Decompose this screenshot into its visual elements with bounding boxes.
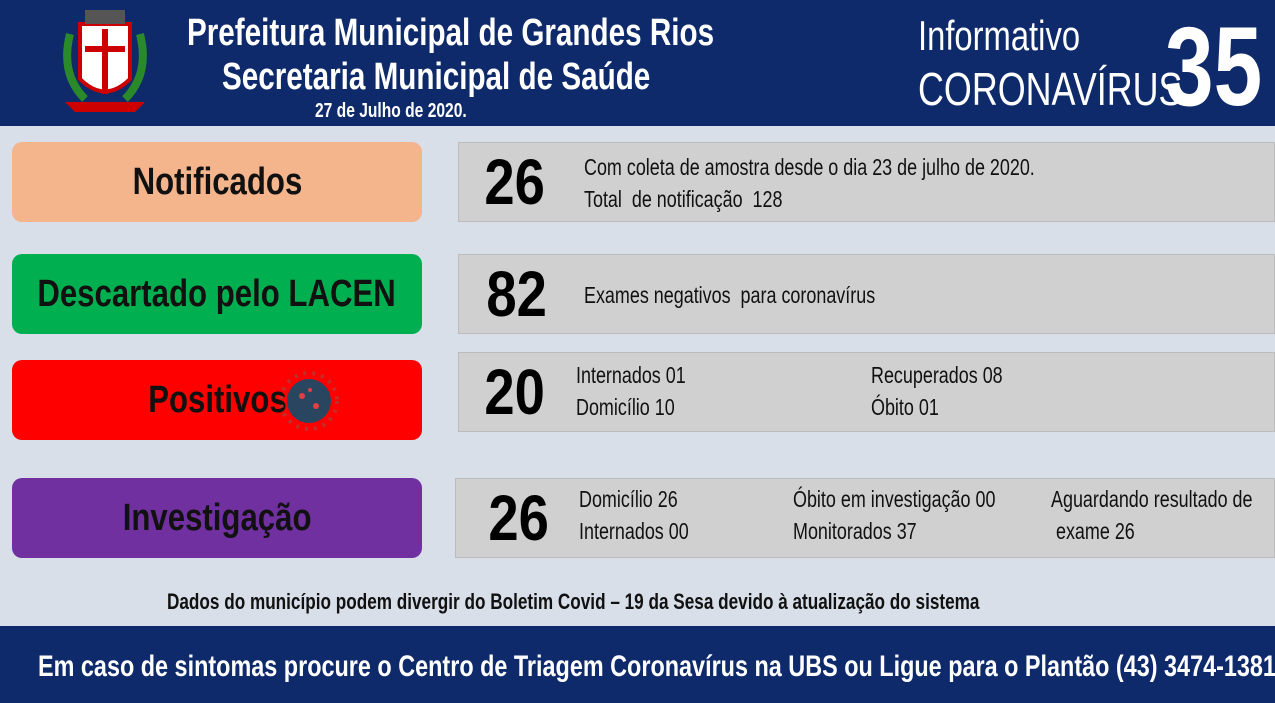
detail-column: Domicílio 26 Internados 00 bbox=[579, 483, 689, 547]
detail-box: 26 Com coleta de amostra desde o dia 23 d… bbox=[458, 142, 1275, 222]
detail-line: Monitorados 37 bbox=[793, 518, 917, 544]
category-label: Investigação bbox=[122, 496, 312, 539]
edition-number: 35 bbox=[1165, 4, 1263, 129]
footer-text: Em caso de sintomas procure o Centro de … bbox=[38, 650, 1275, 683]
footer: Em caso de sintomas procure o Centro de … bbox=[0, 626, 1275, 703]
topic: CORONAVÍRUS bbox=[918, 63, 1183, 115]
detail-line: Internados 00 bbox=[579, 518, 689, 544]
detail-box: 82 Exames negativos para coronavírus bbox=[458, 254, 1275, 334]
detail-line: Domicílio 10 bbox=[576, 394, 675, 420]
detail-box: 20 Internados 01 Domicílio 10 Recuperados 0… bbox=[458, 352, 1275, 432]
detail-line: Óbito em investigação 00 bbox=[793, 486, 996, 512]
detail-column: Óbito em investigação 00 Monitorados 37 bbox=[793, 483, 995, 547]
detail-line: Óbito 01 bbox=[871, 394, 939, 420]
category-label: Descartado pelo LACEN bbox=[37, 272, 397, 315]
count-number: 20 bbox=[484, 356, 545, 428]
category-pill: Notificados bbox=[12, 142, 422, 222]
title-line2: Secretaria Municipal de Saúde bbox=[222, 56, 651, 98]
informativo: Informativo bbox=[918, 12, 1081, 59]
detail-line: Com coleta de amostra desde o dia 23 de … bbox=[584, 154, 1035, 180]
count-number: 26 bbox=[488, 482, 549, 554]
detail-line: exame 26 bbox=[1051, 518, 1135, 544]
category-label: Positivos bbox=[147, 378, 287, 421]
detail-line: Exames negativos para coronavírus bbox=[584, 282, 876, 308]
coat-of-arms bbox=[63, 10, 147, 112]
title-line1: Prefeitura Municipal de Grandes Rios bbox=[187, 12, 715, 54]
detail-line: Total de notificação 128 bbox=[584, 186, 783, 212]
count-number: 26 bbox=[484, 146, 545, 218]
category-label: Notificados bbox=[132, 160, 302, 203]
detail-line: Internados 01 bbox=[576, 362, 686, 388]
detail-column: Com coleta de amostra desde o dia 23 de … bbox=[584, 151, 1035, 215]
detail-line: Domicílio 26 bbox=[579, 486, 678, 512]
category-pill: Investigação bbox=[12, 478, 422, 558]
category-pill: Positivos bbox=[12, 360, 422, 440]
detail-column: Recuperados 08 Óbito 01 bbox=[871, 359, 1003, 423]
category-pill: Descartado pelo LACEN bbox=[12, 254, 422, 334]
virus-icon bbox=[279, 371, 339, 431]
detail-column: Exames negativos para coronavírus bbox=[584, 279, 875, 311]
note: Dados do município podem divergir do Bol… bbox=[167, 589, 980, 614]
detail-line: Recuperados 08 bbox=[871, 362, 1003, 388]
detail-box: 26 Domicílio 26 Internados 00 Óbito em inve… bbox=[455, 478, 1275, 558]
detail-line: Aguardando resultado de bbox=[1051, 486, 1253, 512]
date: 27 de Julho de 2020. bbox=[315, 100, 467, 122]
header: Prefeitura Municipal de Grandes Rios Sec… bbox=[0, 0, 1275, 129]
detail-column: Internados 01 Domicílio 10 bbox=[576, 359, 686, 423]
count-number: 82 bbox=[486, 258, 547, 330]
detail-column: Aguardando resultado de exame 26 bbox=[1051, 483, 1252, 547]
